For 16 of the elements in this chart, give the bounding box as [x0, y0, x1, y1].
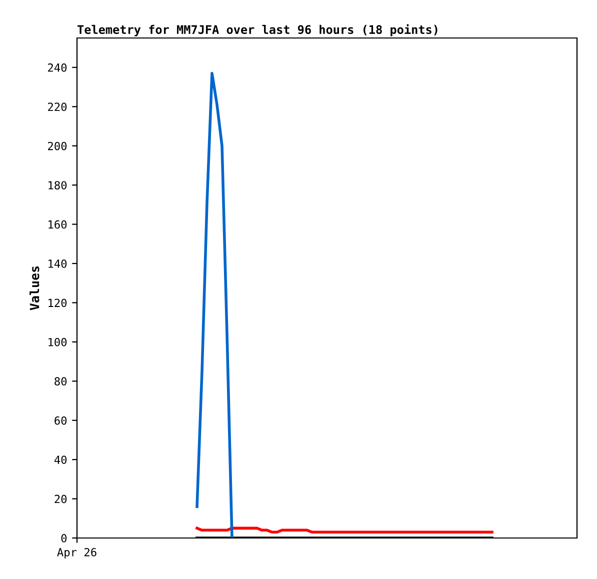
y-tick-label: 160	[48, 220, 67, 229]
y-tick-label: 80	[54, 377, 67, 386]
chart-title: Telemetry for MM7JFA over last 96 hours (18 points)	[78, 24, 438, 36]
y-tick-label: 120	[48, 298, 67, 308]
y-tick-label: 20	[54, 494, 67, 504]
y-tick-label: 40	[54, 456, 67, 464]
y-tick-label: 60	[54, 416, 67, 425]
y-tick-label: 100	[48, 338, 67, 346]
y-tick-label: 140	[48, 259, 67, 268]
y-tick-label: 240	[48, 63, 67, 72]
x-tick-label: Apr 26	[57, 548, 96, 559]
y-tick-label: 220	[48, 102, 67, 112]
y-tick-label: 180	[48, 181, 67, 190]
y-tick-label: 0	[61, 534, 67, 542]
y-axis-title: Values	[30, 266, 40, 310]
y-tick-label: 200	[48, 142, 67, 150]
